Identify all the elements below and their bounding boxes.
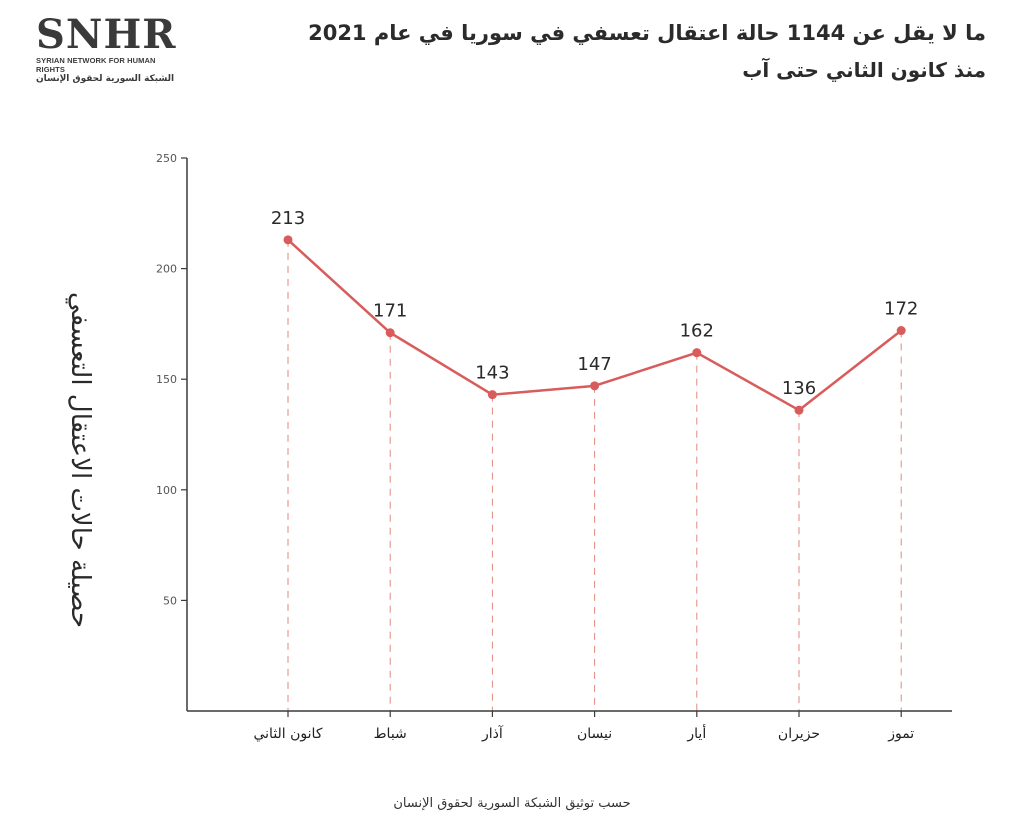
data-label: 172 (884, 299, 918, 320)
data-point (794, 405, 804, 415)
data-label: 143 (475, 363, 509, 384)
data-label: 162 (680, 321, 714, 342)
y-axis-ticks: 50 100 150 200 250 (156, 152, 187, 607)
y-axis-label: حصيلة حالات الاعتقال التعسفي (65, 292, 95, 628)
x-tick-label: نيسان (577, 726, 612, 742)
x-tick-label: حزيران (778, 726, 820, 742)
data-label: 171 (373, 301, 407, 322)
data-label: 213 (271, 208, 305, 229)
x-tick-label: تموز (887, 726, 914, 742)
y-tick-label: 150 (156, 373, 177, 386)
chart-title: ما لا يقل عن 1144 حالة اعتقال تعسفي في س… (266, 14, 986, 88)
data-points (283, 235, 906, 415)
snhr-logo: SNHR SYRIAN NETWORK FOR HUMAN RIGHTS الش… (36, 11, 186, 85)
x-axis-ticks: كانون الثاني شباط آذار نيسان أيار حزيران تموز (253, 711, 914, 742)
data-point (590, 381, 600, 391)
logo-wordmark: SNHR (36, 11, 177, 58)
logo-name-ar: الشبكة السورية لحقوق الإنسان (36, 74, 175, 84)
x-tick-label: شباط (374, 726, 407, 742)
x-tick-label: آذار (481, 725, 504, 742)
data-point (692, 348, 702, 358)
y-tick-label: 50 (163, 594, 177, 607)
y-tick-label: 250 (156, 152, 177, 165)
y-tick-label: 100 (156, 484, 177, 497)
data-label: 147 (577, 354, 611, 375)
source-note: حسب توثيق الشبكة السورية لحقوق الإنسان (393, 796, 631, 811)
data-labels: 213 171 143 147 162 136 172 (271, 208, 919, 399)
data-point (385, 328, 395, 338)
data-point (896, 326, 906, 336)
data-point (283, 235, 293, 245)
x-tick-label: كانون الثاني (253, 726, 322, 742)
chart-title-line2: منذ كانون الثاني حتى آب (742, 58, 986, 82)
chart-axes (186, 158, 952, 712)
x-tick-label: أيار (686, 724, 706, 742)
chart-title-line1: ما لا يقل عن 1144 حالة اعتقال تعسفي في س… (308, 21, 986, 45)
y-tick-label: 200 (156, 263, 177, 276)
guide-lines (287, 239, 902, 711)
data-label: 136 (782, 378, 816, 399)
data-point (487, 390, 497, 400)
logo-name-en: SYRIAN NETWORK FOR HUMAN RIGHTS (36, 56, 156, 74)
